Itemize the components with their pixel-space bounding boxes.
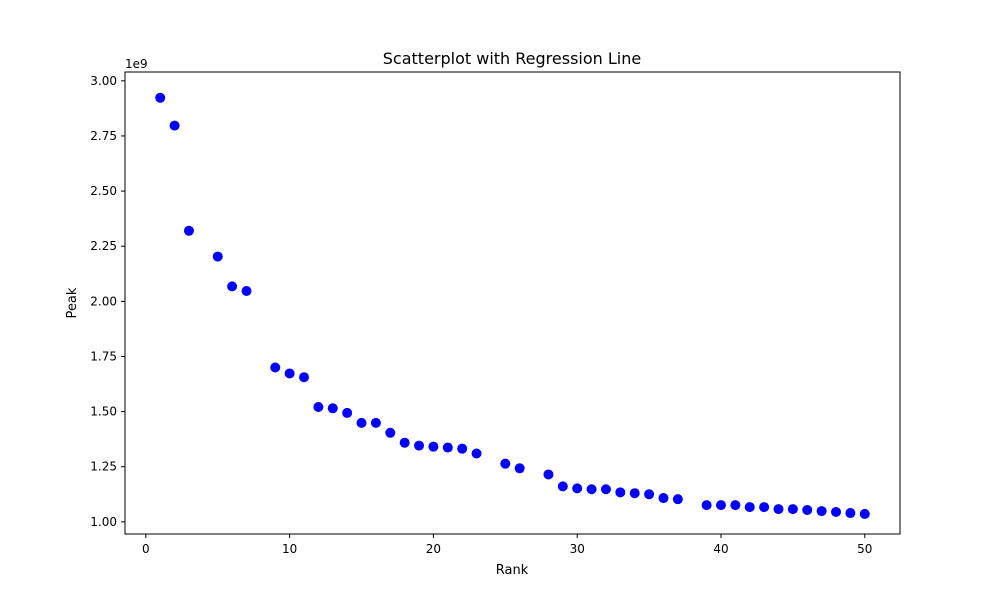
data-point bbox=[183, 225, 194, 236]
data-point bbox=[284, 368, 295, 379]
data-point bbox=[457, 443, 468, 454]
data-point bbox=[370, 417, 381, 428]
y-tick-label: 1.50 bbox=[90, 405, 117, 419]
data-point bbox=[342, 407, 353, 418]
data-point bbox=[816, 506, 827, 517]
data-point bbox=[428, 441, 439, 452]
data-point bbox=[299, 372, 310, 383]
data-point bbox=[327, 403, 338, 414]
data-point bbox=[227, 281, 238, 292]
data-point bbox=[644, 489, 655, 500]
data-point bbox=[859, 508, 870, 519]
data-point bbox=[744, 502, 755, 513]
data-point bbox=[399, 437, 410, 448]
data-point bbox=[471, 448, 482, 459]
x-tick-label: 0 bbox=[142, 542, 150, 556]
data-point bbox=[672, 494, 683, 505]
y-tick-label: 2.75 bbox=[90, 129, 117, 143]
y-tick-label: 1.00 bbox=[90, 515, 117, 529]
x-tick-label: 50 bbox=[857, 542, 872, 556]
y-offset-label: 1e9 bbox=[125, 57, 148, 71]
y-tick-label: 1.25 bbox=[90, 460, 117, 474]
data-point bbox=[442, 442, 453, 453]
data-point bbox=[802, 504, 813, 515]
x-tick-label: 40 bbox=[713, 542, 728, 556]
data-point bbox=[241, 285, 252, 296]
data-point bbox=[600, 484, 611, 495]
y-tick-label: 3.00 bbox=[90, 74, 117, 88]
data-point bbox=[169, 120, 180, 131]
data-point bbox=[155, 92, 166, 103]
data-point bbox=[313, 401, 324, 412]
data-point bbox=[629, 488, 640, 499]
data-point bbox=[385, 427, 396, 438]
data-point bbox=[586, 484, 597, 495]
data-point bbox=[572, 483, 583, 494]
y-tick-label: 2.00 bbox=[90, 294, 117, 308]
y-axis-ticks: 1.00 1.25 1.50 1.75 2.00 2.25 2.50 2.75 3.00 bbox=[90, 74, 125, 529]
data-point bbox=[514, 463, 525, 474]
data-point bbox=[759, 502, 770, 513]
data-point bbox=[414, 440, 425, 451]
x-tick-label: 20 bbox=[426, 542, 441, 556]
y-tick-label: 2.25 bbox=[90, 239, 117, 253]
data-point bbox=[500, 458, 511, 469]
data-point bbox=[831, 506, 842, 517]
x-axis-ticks: 0 10 20 30 40 50 bbox=[142, 534, 872, 556]
data-point bbox=[557, 481, 568, 492]
data-point bbox=[701, 500, 712, 511]
x-tick-label: 10 bbox=[282, 542, 297, 556]
data-point bbox=[270, 362, 281, 373]
y-tick-label: 2.50 bbox=[90, 184, 117, 198]
data-point bbox=[715, 500, 726, 511]
x-axis-label: Rank bbox=[496, 563, 529, 578]
data-point bbox=[787, 504, 798, 515]
data-point bbox=[773, 504, 784, 515]
data-point bbox=[356, 417, 367, 428]
data-point bbox=[212, 251, 223, 262]
data-point bbox=[730, 500, 741, 511]
data-point bbox=[615, 487, 626, 498]
y-axis-label: Peak bbox=[65, 287, 80, 318]
plot-frame bbox=[124, 71, 901, 535]
data-points bbox=[155, 92, 870, 519]
data-point bbox=[658, 493, 669, 504]
chart-title: Scatterplot with Regression Line bbox=[383, 49, 641, 68]
data-point bbox=[845, 508, 856, 519]
x-tick-label: 30 bbox=[570, 542, 585, 556]
data-point bbox=[543, 469, 554, 480]
y-tick-label: 1.75 bbox=[90, 349, 117, 363]
